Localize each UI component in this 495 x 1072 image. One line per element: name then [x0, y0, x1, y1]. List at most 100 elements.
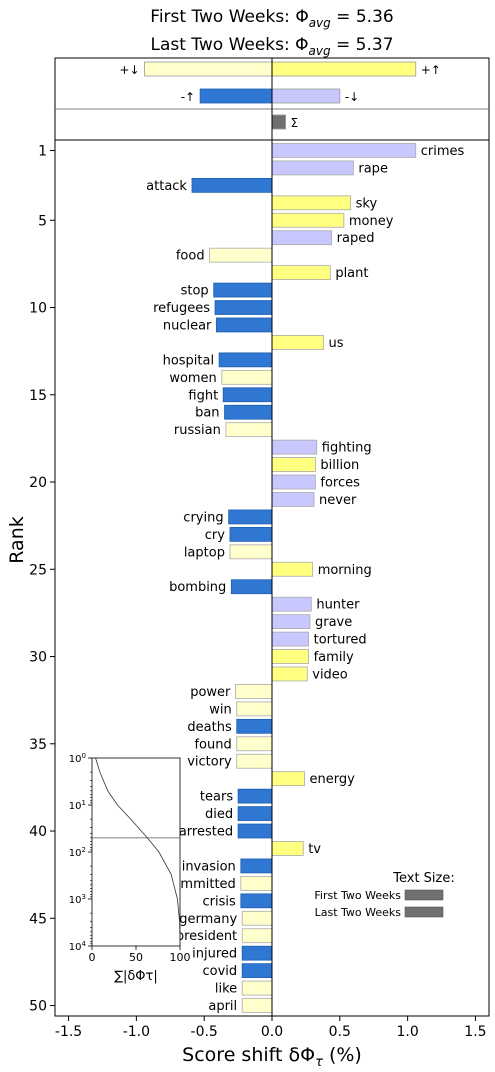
word-label: covid: [202, 964, 237, 979]
word-bar: [228, 509, 273, 525]
inset-x-tick-label: 50: [129, 951, 143, 964]
word-bar: [237, 788, 273, 804]
word-label: plant: [335, 266, 368, 281]
word-bar: [215, 317, 273, 333]
inset-frame: [91, 757, 181, 947]
word-bar: [271, 841, 304, 856]
word-label: attack: [146, 179, 187, 194]
word-bar: [271, 195, 352, 211]
word-label: russian: [174, 423, 221, 438]
word-bar: [240, 875, 273, 891]
y-axis-label: Rank: [6, 516, 28, 563]
word-label: crimes: [421, 144, 465, 159]
summary-label: -↓: [345, 90, 359, 104]
word-bar: [213, 282, 273, 298]
word-label: victory: [187, 755, 232, 770]
word-label: money: [349, 214, 394, 229]
word-bar: [224, 404, 273, 420]
word-bar: [236, 701, 273, 717]
inset-y-tick-label: 103: [69, 893, 86, 906]
y-tick-label: 20: [29, 475, 47, 491]
inset-y-tick-label: 104: [69, 940, 87, 953]
word-label: april: [208, 999, 237, 1014]
y-tick-label: 10: [29, 301, 47, 317]
word-bar: [221, 369, 273, 385]
word-label: deaths: [187, 720, 232, 735]
word-bar: [271, 596, 312, 612]
word-label: cry: [205, 528, 225, 543]
legend-size-bar: [404, 889, 444, 901]
word-label: committed: [165, 877, 235, 892]
summary-panel: +↓ +↑ -↑ -↓ Σ: [54, 57, 490, 141]
word-label: hunter: [316, 598, 360, 613]
summary-bar: [271, 114, 286, 130]
summary-label: +↓: [119, 63, 139, 77]
y-tick-label: 40: [29, 824, 47, 840]
cumulative-inset: 0 50 100 100 101 102 103 104 ∑|δΦτ|: [69, 752, 191, 984]
word-bar: [218, 352, 273, 368]
word-bar: [241, 928, 273, 944]
word-label: grave: [315, 615, 352, 630]
word-label: family: [314, 650, 354, 665]
word-bar: [236, 718, 273, 734]
word-bar: [237, 823, 273, 839]
word-bar: [214, 300, 273, 315]
word-label: win: [209, 702, 231, 717]
word-label: energy: [310, 772, 356, 787]
word-bar: [271, 649, 310, 664]
word-label: us: [329, 336, 344, 351]
inset-curve: [95, 757, 181, 947]
word-bar: [271, 492, 315, 507]
word-label: like: [215, 982, 237, 997]
word-bar: [229, 544, 273, 560]
word-bar: [271, 771, 305, 787]
word-bar: [271, 474, 316, 490]
summary-label: -↑: [181, 90, 195, 104]
word-bar: [237, 806, 273, 821]
text-size-legend: Text Size: First Two Weeks Last Two Weeks: [314, 871, 454, 919]
word-bar: [271, 265, 331, 281]
word-label: power: [190, 685, 231, 700]
word-label: forces: [320, 476, 360, 491]
word-label: arrested: [179, 825, 233, 840]
summary-label: Σ: [291, 116, 299, 130]
inset-y-tick-label: 100: [69, 752, 86, 765]
inset-y-tick-label: 101: [69, 799, 86, 812]
word-bar: [271, 614, 311, 630]
word-bar: [271, 561, 314, 577]
x-tick-label: 0.0: [261, 1024, 283, 1040]
word-bar: [271, 631, 310, 647]
word-bar: [234, 684, 273, 699]
y-tick-label: 25: [29, 562, 47, 578]
word-bar: [271, 457, 316, 472]
x-tick-label: -1.5: [55, 1024, 82, 1040]
word-bar: [225, 422, 273, 438]
word-label: never: [319, 493, 357, 508]
x-axis-label: Score shift δΦτ (%): [182, 1044, 362, 1070]
legend-size-bar: [404, 906, 444, 918]
word-label: hospital: [163, 353, 215, 368]
word-label: billion: [320, 458, 359, 473]
x-tick-label: 0.5: [329, 1024, 351, 1040]
inset-x-tick-label: 100: [170, 951, 191, 964]
word-label: injured: [192, 947, 237, 962]
word-bar: [271, 212, 345, 228]
word-bar: [240, 893, 273, 909]
word-bar: [241, 998, 273, 1013]
x-tick-label: 1.5: [464, 1024, 486, 1040]
y-tick-label: 1: [38, 143, 47, 159]
word-label: nuclear: [163, 318, 212, 333]
word-bar: [271, 143, 417, 158]
x-tick-label: -1.0: [123, 1024, 150, 1040]
word-label: ban: [195, 406, 219, 421]
y-tick-label: 15: [29, 388, 47, 404]
word-label: bombing: [169, 580, 226, 595]
word-label: found: [194, 737, 231, 752]
word-label: refugees: [153, 301, 210, 316]
x-tick-label: -0.5: [191, 1024, 218, 1040]
chart-title-line-1: First Two Weeks: Φavg = 5.36: [150, 7, 393, 30]
word-label: laptop: [184, 545, 225, 560]
y-tick-label: 45: [29, 911, 47, 927]
word-label: raped: [337, 231, 375, 246]
inset-y-tick-label: 102: [69, 846, 86, 859]
